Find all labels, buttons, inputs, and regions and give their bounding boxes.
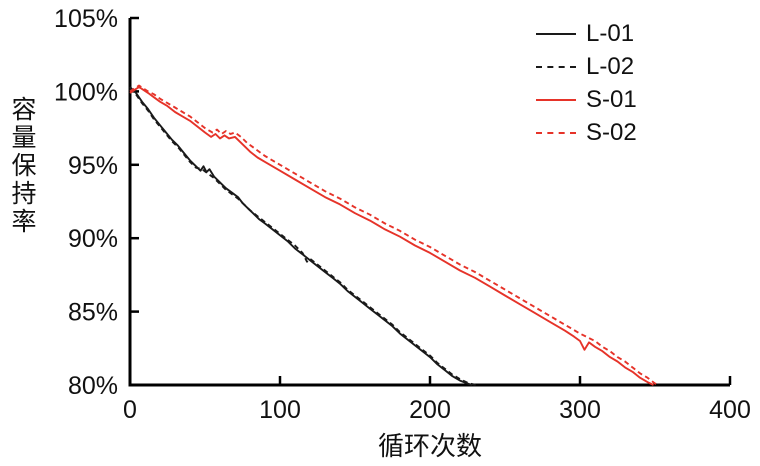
y-tick-label: 90%	[68, 225, 118, 253]
x-tick-label: 0	[123, 396, 137, 424]
x-tick-label: 300	[559, 396, 601, 424]
series-line-s-02	[129, 84, 660, 386]
x-tick-label: 400	[709, 396, 751, 424]
legend-label-l-02: L-02	[586, 53, 635, 80]
x-tick-label: 100	[259, 396, 301, 424]
series-line-s-01	[129, 86, 654, 386]
legend-line-sample-l-02	[536, 66, 576, 68]
y-tick-label: 85%	[68, 299, 118, 327]
x-tick-label: 200	[409, 396, 451, 424]
legend-item-s-01: S-01	[536, 88, 637, 112]
legend-label-l-01: L-01	[586, 20, 635, 47]
legend-line-sample-s-02	[536, 132, 576, 134]
legend-item-l-01: L-01	[536, 22, 637, 46]
legend-line-sample-s-01	[536, 99, 576, 101]
series-line-l-01	[129, 86, 473, 386]
legend-line-sample-l-01	[536, 33, 576, 35]
y-tick-label: 100%	[54, 78, 118, 106]
legend-item-s-02: S-02	[536, 121, 637, 145]
series-line-l-02	[129, 87, 477, 386]
y-axis-label: 容量保持率	[8, 96, 37, 236]
legend-item-l-02: L-02	[536, 55, 637, 79]
legend-label-s-02: S-02	[586, 119, 637, 146]
x-axis-label: 循环次数	[377, 432, 482, 462]
chart-legend: L-01 L-02 S-01 S-02	[536, 22, 637, 145]
y-tick-label: 95%	[68, 152, 118, 180]
legend-label-s-01: S-01	[586, 86, 637, 113]
y-tick-label: 105%	[54, 5, 118, 33]
y-tick-label: 80%	[68, 372, 118, 400]
